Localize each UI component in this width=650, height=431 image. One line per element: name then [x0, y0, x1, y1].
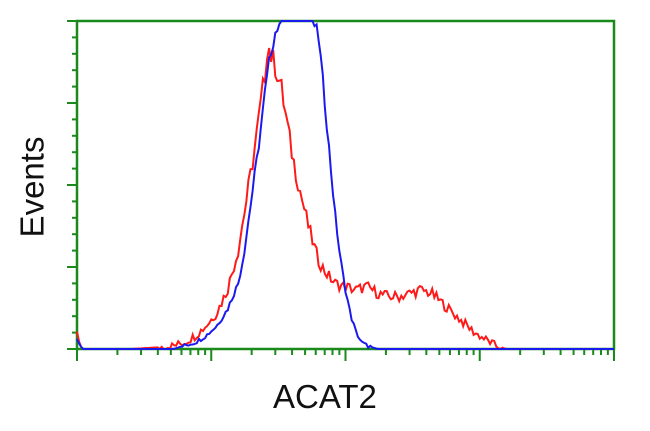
x-axis-label: ACAT2 [273, 378, 377, 415]
red-histogram-line [76, 47, 614, 351]
plot-frame [75, 19, 616, 351]
y-axis-label: Events [13, 136, 51, 238]
blue-histogram-line [76, 20, 614, 350]
axis-ticks [67, 20, 615, 361]
